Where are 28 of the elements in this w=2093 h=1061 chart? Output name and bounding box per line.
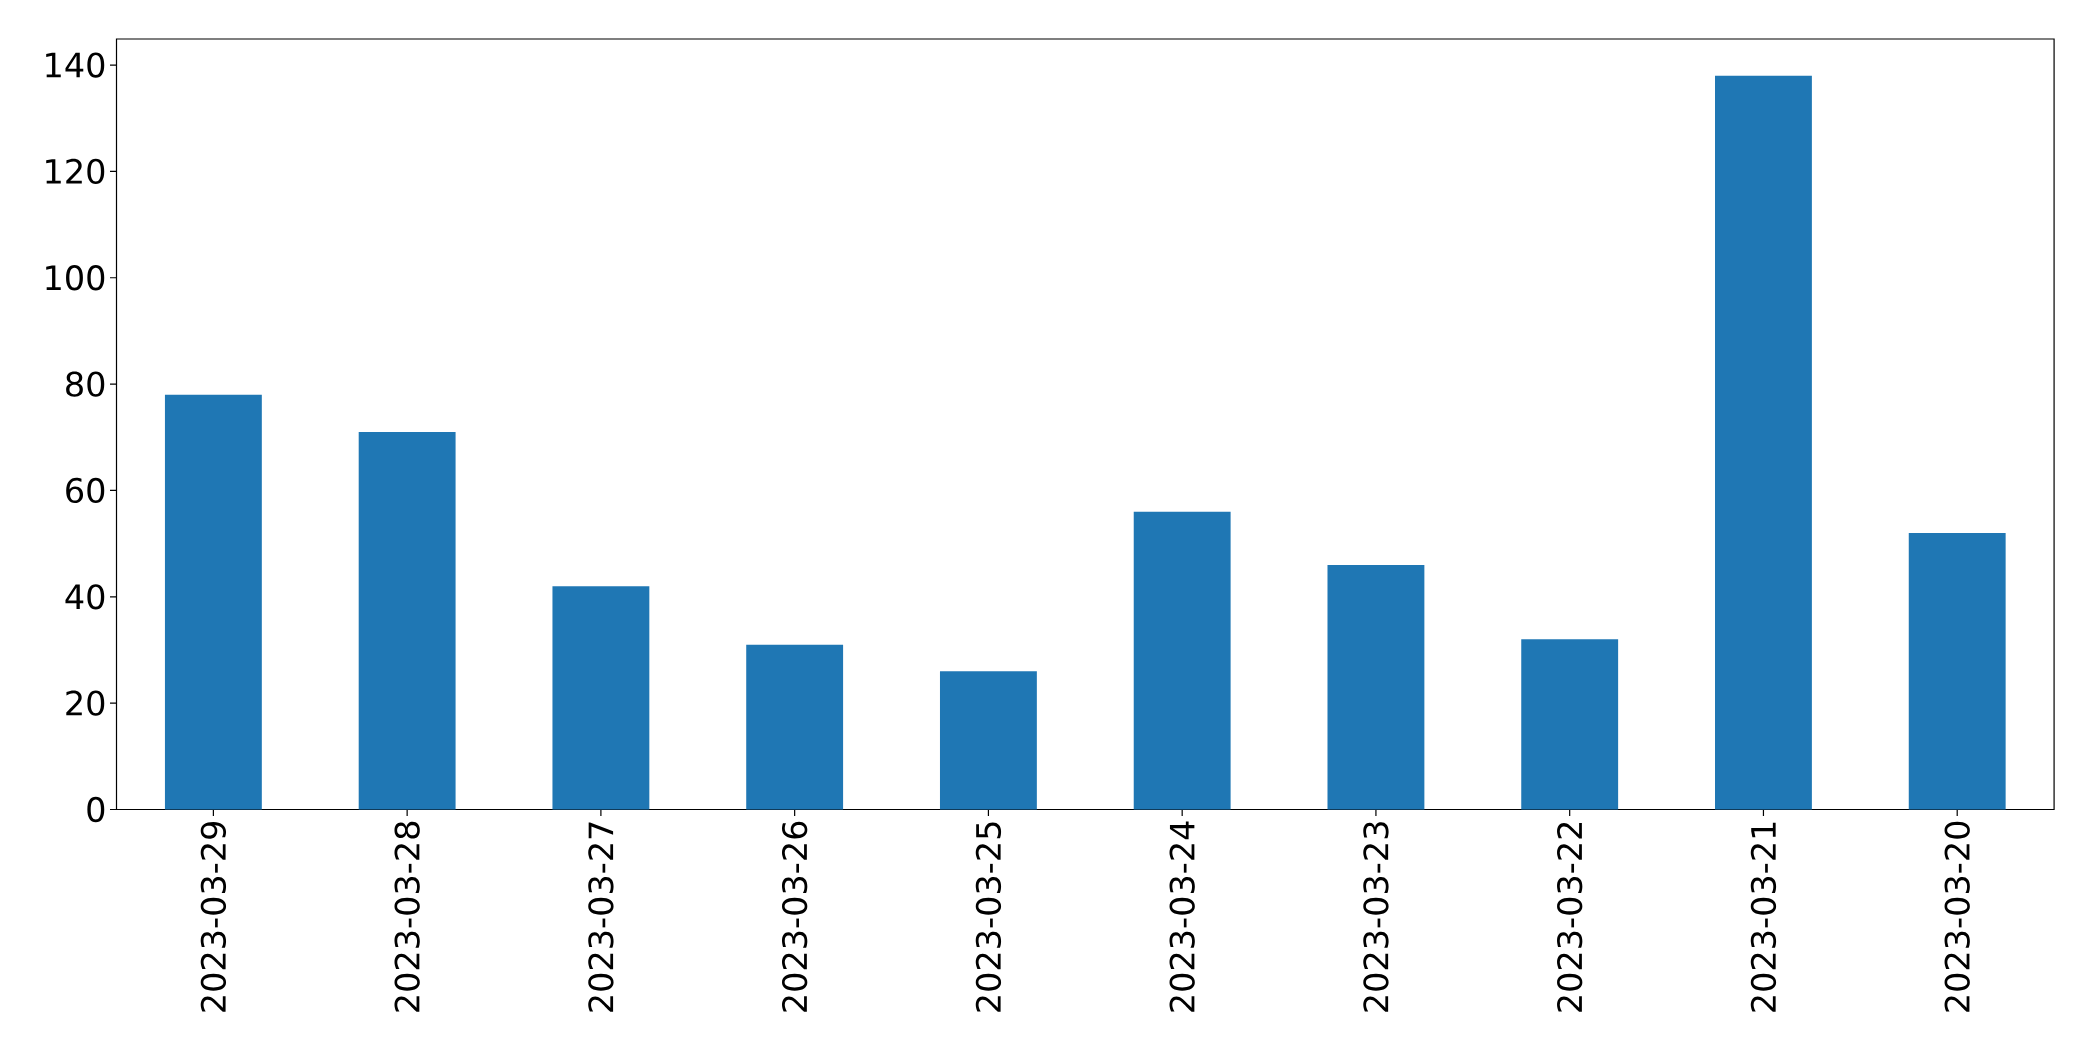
y-tick-label: 20 [66,690,105,716]
bar [358,431,456,810]
bar [1715,75,1812,810]
x-tick-label: 2023-03-29 [200,821,227,1012]
x-tick-label: 2023-03-23 [1363,822,1389,1012]
bar [1521,639,1619,810]
bar [164,394,262,810]
y-tick-label: 100 [46,265,105,291]
bar [1327,564,1425,810]
x-tick-label: 2023-03-20 [1944,821,1970,1012]
x-tick-label: 2023-03-22 [1557,822,1583,1012]
bar [1133,511,1231,810]
y-tick-label: 80 [66,371,105,397]
x-tick-label: 2023-03-25 [975,822,1002,1012]
bar [1908,532,2006,810]
x-tick-label: 2023-03-24 [1169,821,1195,1012]
bar [552,586,650,810]
bar [939,671,1037,810]
x-tick-label: 2023-03-26 [781,821,808,1012]
y-tick-label: 140 [46,52,105,78]
bar [746,644,844,810]
y-tick-label: 0 [87,796,105,823]
x-tick-label: 2023-03-27 [588,822,614,1012]
y-tick-label: 60 [66,477,105,504]
x-tick-label: 2023-03-28 [394,821,420,1012]
x-tick-label: 2023-03-21 [1750,822,1777,1012]
y-tick-label: 120 [46,158,105,185]
y-tick-label: 40 [65,584,105,610]
